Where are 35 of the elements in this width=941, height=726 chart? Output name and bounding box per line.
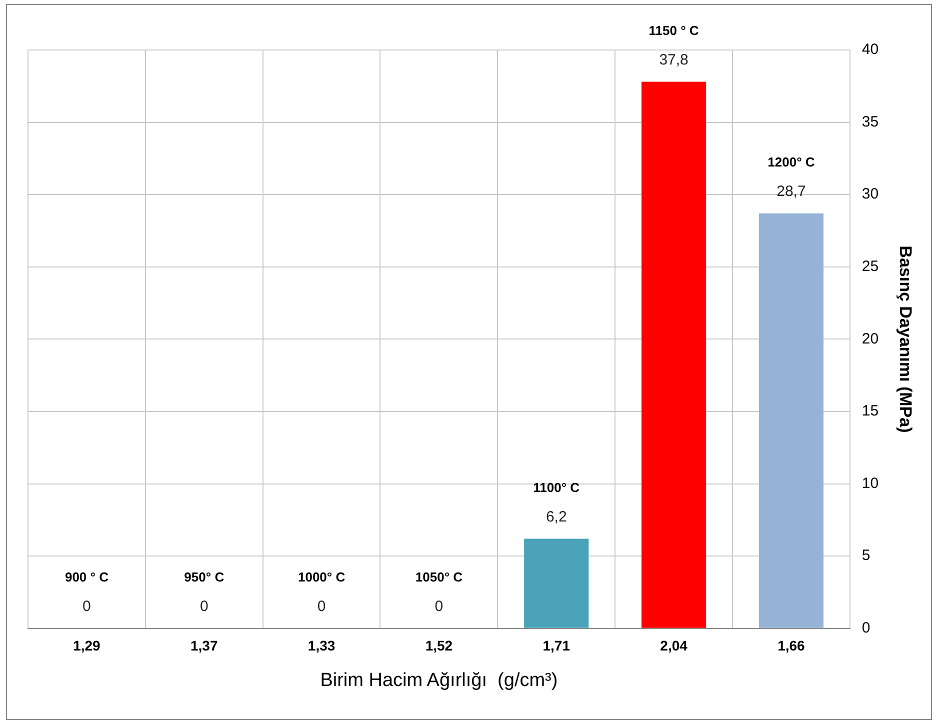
x-tick-label: 1,66 xyxy=(778,638,806,654)
annotation: 1050° C xyxy=(415,569,464,584)
annotation: 1100° C xyxy=(533,480,580,495)
x-axis-title: Birim Hacim Ağırlığı (g/cm³) xyxy=(320,670,558,691)
x-tick-label: 1,37 xyxy=(190,638,218,654)
y-tick-label: 10 xyxy=(862,474,879,492)
y-tick-label: 15 xyxy=(862,402,879,420)
data-label: 28,7 xyxy=(776,183,806,200)
y-tick-label: 40 xyxy=(862,41,879,58)
x-tick-label: 1,33 xyxy=(308,638,336,654)
annotation: 950° C xyxy=(184,569,225,584)
data-label: 0 xyxy=(317,598,326,616)
y-tick-label: 35 xyxy=(862,113,879,130)
y-tick-label: 30 xyxy=(862,186,879,203)
x-tick-label: 1,52 xyxy=(425,638,453,654)
bar xyxy=(642,82,706,628)
annotation: 900 ° C xyxy=(64,569,110,584)
y-axis-title: Basınç Dayanımı (MPa) xyxy=(896,246,916,433)
y-tick-label: 25 xyxy=(862,258,879,276)
text: 1150 ° C xyxy=(648,22,700,38)
x-tick-label: 1,71 xyxy=(542,638,570,654)
y-tick-label: 5 xyxy=(862,547,870,564)
data-label: 6,2 xyxy=(546,508,567,526)
annotation: 1200° C xyxy=(768,154,816,170)
data-label: 37,8 xyxy=(659,51,688,68)
annotation: 1000° C xyxy=(298,569,346,584)
data-label: 0 xyxy=(200,598,208,616)
y-tick-label: 0 xyxy=(862,620,870,637)
x-tick-label: 2,04 xyxy=(660,638,688,654)
data-label: 0 xyxy=(434,598,444,616)
bar xyxy=(524,538,589,628)
x-tick-label: 1,29 xyxy=(73,638,101,654)
data-label: 0 xyxy=(82,598,91,616)
bar xyxy=(758,213,824,628)
y-tick-label: 20 xyxy=(862,330,879,348)
